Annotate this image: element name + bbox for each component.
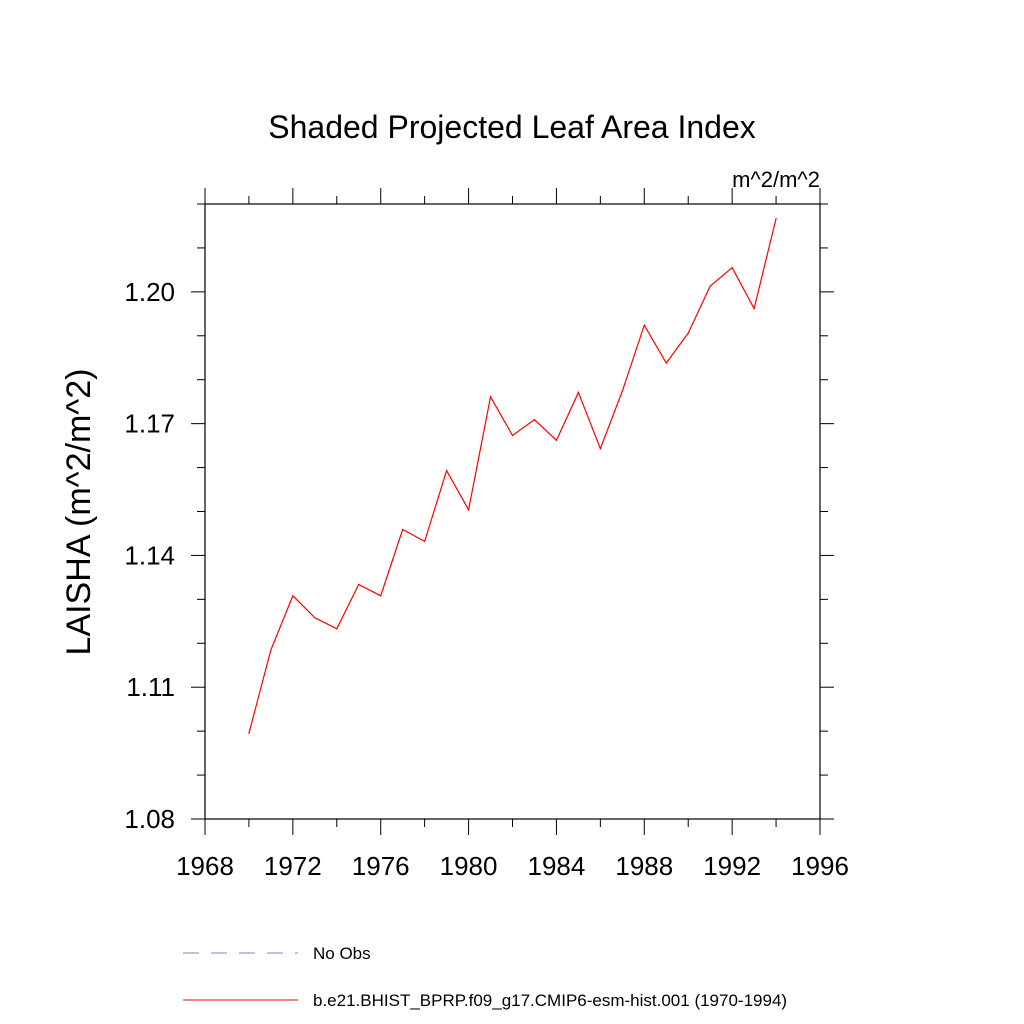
- data-point: [599, 448, 601, 450]
- data-point: [775, 217, 777, 220]
- y-tick-label: 1.11: [126, 672, 175, 702]
- x-tick-label: 1976: [352, 851, 410, 881]
- data-point: [687, 332, 689, 334]
- data-point: [424, 540, 426, 542]
- x-tick-label: 1984: [528, 851, 586, 881]
- data-point: [577, 391, 579, 394]
- data-point: [665, 362, 667, 364]
- data-point: [533, 419, 536, 421]
- data-point: [621, 390, 623, 392]
- data-point: [731, 267, 733, 269]
- legend-label-no-obs: No Obs: [313, 944, 371, 963]
- data-point: [709, 285, 711, 287]
- data-point: [511, 434, 514, 437]
- chart-title: Shaded Projected Leaf Area Index: [268, 109, 755, 145]
- series-layer: [248, 217, 777, 734]
- units-label: m^2/m^2: [732, 167, 820, 192]
- data-point: [467, 509, 470, 511]
- y-tick-label: 1.20: [124, 277, 175, 307]
- data-point: [402, 528, 404, 531]
- x-tick-label: 1988: [615, 851, 673, 881]
- y-tick-label: 1.08: [124, 804, 175, 834]
- data-point: [336, 628, 338, 630]
- x-tick-label: 1968: [176, 851, 234, 881]
- data-point: [643, 324, 645, 326]
- data-point: [380, 595, 382, 597]
- x-tick-label: 1992: [703, 851, 761, 881]
- data-point: [292, 595, 294, 597]
- x-axis: 1968 1972 1976 1980 1984 1988 1992 1996: [176, 188, 849, 881]
- y-tick-label: 1.17: [124, 409, 175, 439]
- data-point: [446, 470, 448, 472]
- data-point: [314, 617, 316, 619]
- data-point: [358, 583, 360, 586]
- series-line-0: [248, 218, 777, 734]
- legend-label-model: b.e21.BHIST_BPRP.f09_g17.CMIP6-esm-hist.…: [313, 991, 787, 1010]
- x-tick-label: 1972: [264, 851, 322, 881]
- x-tick-label: 1980: [440, 851, 498, 881]
- data-point: [555, 439, 558, 441]
- data-point: [248, 732, 250, 734]
- legend: No Obs b.e21.BHIST_BPRP.f09_g17.CMIP6-es…: [183, 944, 787, 1010]
- y-axis-label: LAISHA (m^2/m^2): [60, 369, 98, 656]
- data-point: [270, 649, 272, 651]
- data-point: [753, 307, 755, 310]
- data-point: [489, 396, 492, 398]
- y-tick-label: 1.14: [124, 540, 175, 570]
- x-tick-label: 1996: [791, 851, 849, 881]
- y-axis: 1.08 1.11 1.14 1.17 1.20: [124, 203, 834, 834]
- plot-frame: [204, 203, 821, 820]
